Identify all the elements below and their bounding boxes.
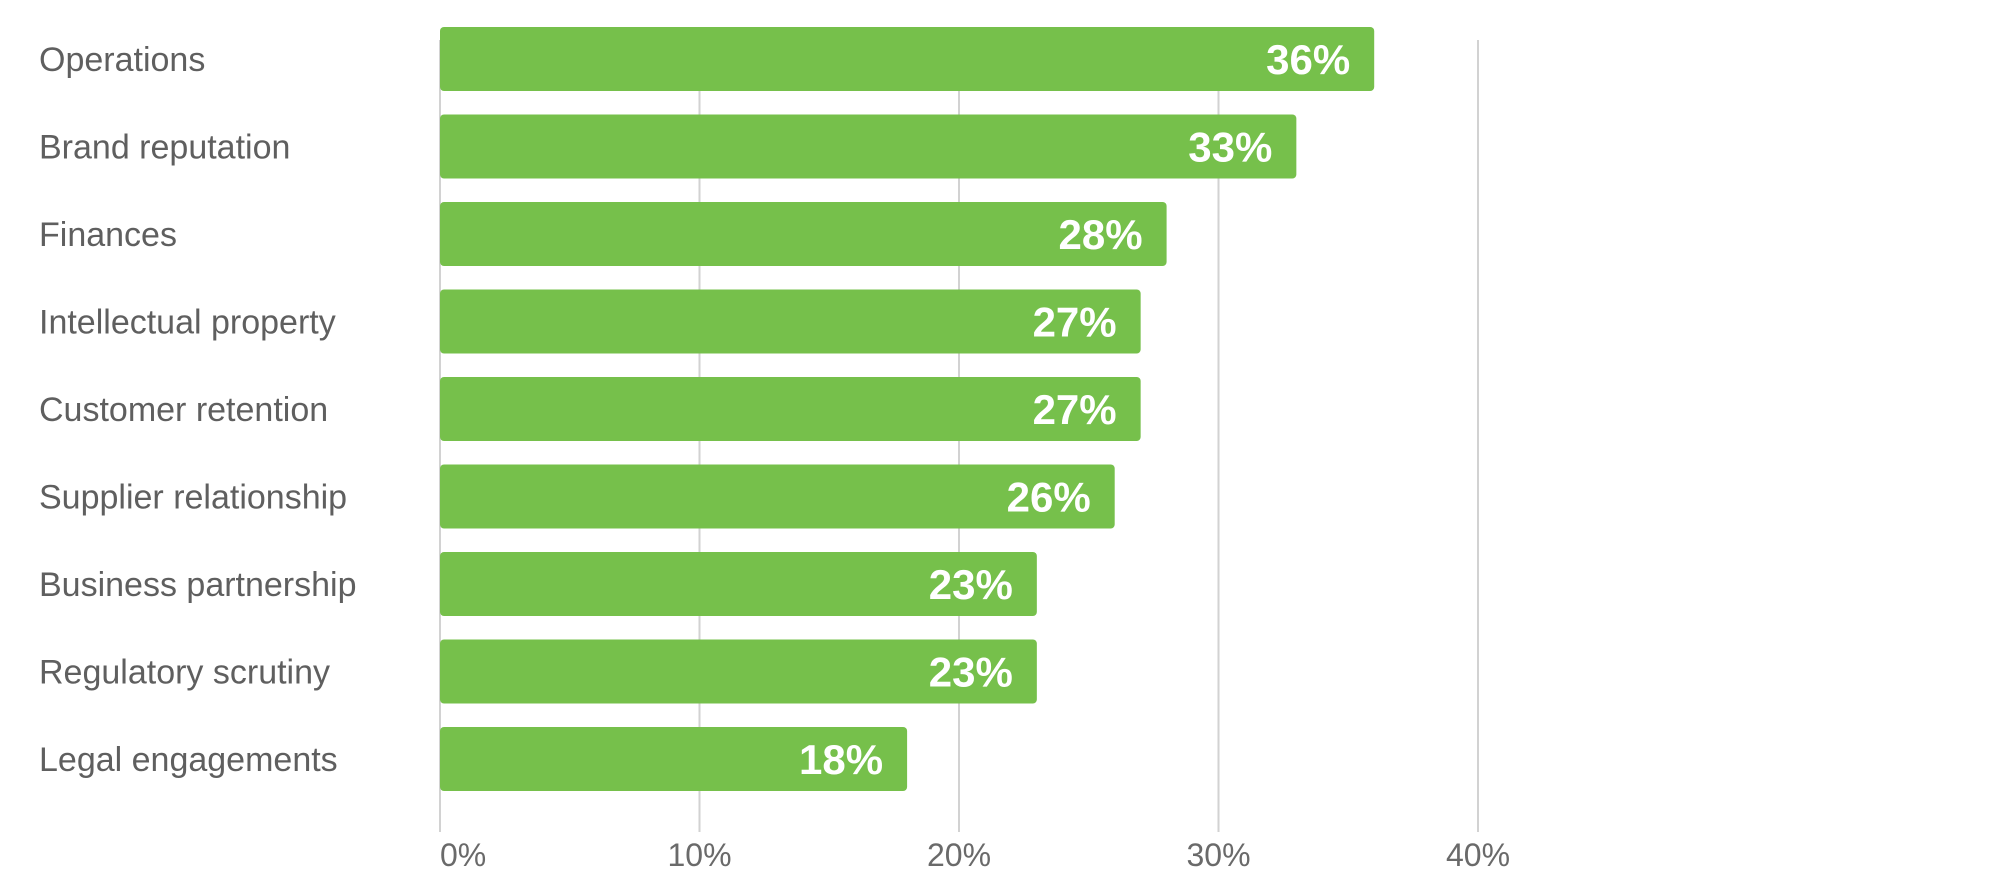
- category-labels: Operations Brand reputation Finances Intell…: [39, 41, 357, 779]
- category-label: Operations: [39, 41, 205, 79]
- category-label: Intellectual property: [39, 304, 336, 342]
- bar-value-label: 27%: [1033, 386, 1117, 433]
- x-tick-label: 40%: [1446, 837, 1510, 873]
- bar-value-label: 26%: [1007, 474, 1091, 521]
- x-tick-label: 0%: [440, 837, 486, 873]
- bar-value-label: 27%: [1033, 299, 1117, 346]
- bar-7: [440, 552, 1037, 616]
- bar-value-label: 18%: [799, 736, 883, 783]
- x-tick-label: 10%: [667, 837, 731, 873]
- category-label: Business partnership: [39, 566, 357, 604]
- bar-8: [440, 639, 1037, 704]
- category-label: Customer retention: [39, 391, 328, 429]
- bar-3: [440, 202, 1167, 266]
- bar-value-label: 23%: [929, 649, 1013, 696]
- value-labels: 36% 33% 28% 27% 27% 26% 23% 23% 18%: [799, 36, 1350, 783]
- bar-value-label: 28%: [1059, 211, 1143, 258]
- bars: [440, 27, 1375, 791]
- category-label: Legal engagements: [39, 741, 338, 779]
- bar-5: [440, 377, 1141, 441]
- bar-value-label: 33%: [1188, 124, 1272, 171]
- bar-6: [440, 464, 1115, 529]
- bar-2: [440, 114, 1297, 179]
- bar-9: [440, 727, 908, 791]
- bar-1: [440, 27, 1375, 91]
- category-label: Regulatory scrutiny: [39, 654, 330, 692]
- category-label: Brand reputation: [39, 129, 290, 167]
- category-label: Supplier relationship: [39, 479, 347, 517]
- x-axis-tick-labels: 0% 10% 20% 30% 40%: [440, 837, 1510, 873]
- x-tick-label: 30%: [1186, 837, 1250, 873]
- bar-4: [440, 289, 1141, 354]
- category-label: Finances: [39, 216, 177, 254]
- x-tick-label: 20%: [927, 837, 991, 873]
- bar-value-label: 36%: [1266, 36, 1350, 83]
- bar-value-label: 23%: [929, 561, 1013, 608]
